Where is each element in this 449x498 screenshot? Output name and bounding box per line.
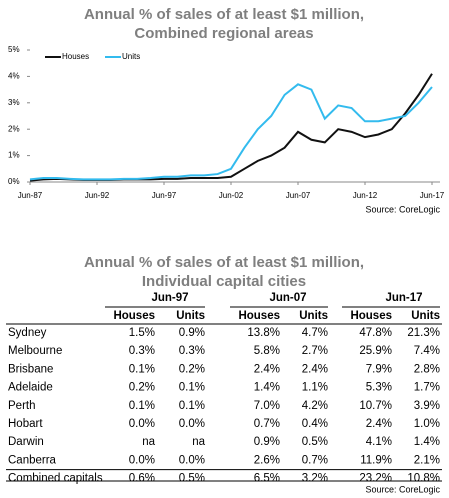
cell: 6.5% xyxy=(254,473,280,485)
column-header: Units xyxy=(176,310,205,322)
y-tick-label: 5% xyxy=(8,45,20,54)
line-series xyxy=(29,83,433,181)
group-header: Jun-17 xyxy=(385,292,422,304)
row-label: Adelaide xyxy=(8,382,53,394)
cell: na xyxy=(192,436,205,448)
cell: 1.5% xyxy=(129,327,155,339)
column-header: Units xyxy=(299,310,328,322)
cell: 0.2% xyxy=(129,382,155,394)
y-tick-label: 3% xyxy=(8,98,20,107)
cell: 0.5% xyxy=(179,473,205,485)
cell: 0.5% xyxy=(302,436,328,448)
cell: 1.1% xyxy=(302,382,328,394)
cell: 2.4% xyxy=(302,363,328,375)
cell: 5.3% xyxy=(366,382,392,394)
cell: 0.9% xyxy=(254,436,280,448)
cell: 23.2% xyxy=(359,473,392,485)
chart-title: Annual % of sales of at least $1 million… xyxy=(84,6,364,23)
cell: na xyxy=(142,436,155,448)
cell: 0.6% xyxy=(129,473,155,485)
column-header: Houses xyxy=(350,310,392,322)
cell: 1.7% xyxy=(414,382,440,394)
cell: 3.2% xyxy=(302,473,328,485)
cell: 0.4% xyxy=(302,418,328,430)
row-label: Sydney xyxy=(8,327,47,339)
cell: 0.7% xyxy=(302,454,328,466)
x-tick-label: Jun-87 xyxy=(18,191,43,200)
table-title: Annual % of sales of at least $1 million… xyxy=(84,254,364,271)
cell: 0.0% xyxy=(129,418,155,430)
y-tick-label: 1% xyxy=(8,151,20,160)
group-header: Jun-97 xyxy=(151,292,188,304)
row-label: Darwin xyxy=(8,436,44,448)
cell: 2.8% xyxy=(414,363,440,375)
x-tick-label: Jun-12 xyxy=(353,191,378,200)
cell: 2.4% xyxy=(254,363,280,375)
cell: 0.1% xyxy=(129,363,155,375)
cell: 0.3% xyxy=(179,345,205,357)
x-tick-label: Jun-92 xyxy=(85,191,110,200)
cell: 0.1% xyxy=(179,382,205,394)
row-label: Brisbane xyxy=(8,363,53,375)
row-label: Combined capitals xyxy=(8,473,103,485)
cell: 7.4% xyxy=(414,345,440,357)
y-tick-label: 0% xyxy=(8,177,20,186)
cell: 0.1% xyxy=(129,400,155,412)
cell: 47.8% xyxy=(359,327,392,339)
cell: 0.2% xyxy=(179,363,205,375)
cell: 0.9% xyxy=(179,327,205,339)
cell: 10.7% xyxy=(359,400,392,412)
cell: 2.4% xyxy=(366,418,392,430)
cell: 11.9% xyxy=(360,454,392,466)
column-header: Units xyxy=(411,310,440,322)
column-header: Houses xyxy=(238,310,280,322)
cell: 0.0% xyxy=(179,454,205,466)
cell: 0.1% xyxy=(179,400,205,412)
cell: 2.1% xyxy=(414,454,440,466)
x-tick-label: Jun-02 xyxy=(219,191,244,200)
cell: 10.8% xyxy=(407,473,440,485)
cell: 2.7% xyxy=(302,345,328,357)
column-header: Houses xyxy=(113,310,155,322)
legend-label: Units xyxy=(122,52,140,61)
cell: 0.3% xyxy=(129,345,155,357)
cell: 2.6% xyxy=(254,454,280,466)
cell: 3.9% xyxy=(414,400,440,412)
cell: 4.7% xyxy=(302,327,328,339)
y-tick-label: 2% xyxy=(8,124,20,133)
group-header: Jun-07 xyxy=(269,292,306,304)
row-label: Hobart xyxy=(8,418,43,430)
chart-source: Source: CoreLogic xyxy=(365,204,440,214)
legend-label: Houses xyxy=(62,52,89,61)
line-series xyxy=(29,73,433,182)
cell: 0.0% xyxy=(129,454,155,466)
cell: 4.2% xyxy=(302,400,328,412)
chart-subtitle: Combined regional areas xyxy=(134,25,313,42)
cell: 0.7% xyxy=(254,418,280,430)
cell: 7.9% xyxy=(366,363,392,375)
x-tick-label: Jun-17 xyxy=(420,191,445,200)
cell: 4.1% xyxy=(366,436,392,448)
row-label: Perth xyxy=(8,400,36,412)
x-tick-label: Jun-97 xyxy=(152,191,177,200)
table-subtitle: Individual capital cities xyxy=(142,273,306,290)
cell: 21.3% xyxy=(407,327,440,339)
cell: 1.4% xyxy=(254,382,280,394)
cell: 0.0% xyxy=(179,418,205,430)
x-tick-label: Jun-07 xyxy=(286,191,311,200)
row-label: Canberra xyxy=(8,454,57,466)
cell: 25.9% xyxy=(359,345,392,357)
y-tick-label: 4% xyxy=(8,72,20,81)
cell: 1.0% xyxy=(414,418,440,430)
row-label: Melbourne xyxy=(8,345,62,357)
cell: 5.8% xyxy=(254,345,280,357)
cell: 1.4% xyxy=(414,436,440,448)
cell: 7.0% xyxy=(254,400,280,412)
table-source: Source: CoreLogic xyxy=(365,484,440,494)
cell: 13.8% xyxy=(247,327,280,339)
